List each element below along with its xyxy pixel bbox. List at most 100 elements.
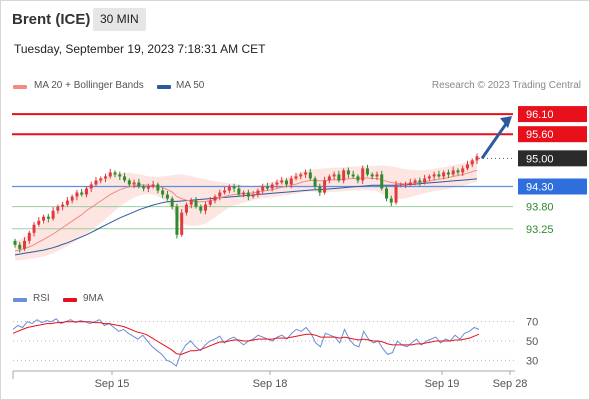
candle-body — [118, 174, 122, 177]
candle-body — [180, 212, 184, 235]
candle-body — [261, 186, 265, 191]
level-label-93.80: 93.80 — [526, 202, 554, 214]
candle-body — [108, 172, 112, 177]
candle-body — [237, 188, 241, 195]
candle-body — [75, 192, 79, 197]
timeframe-button[interactable]: 30 MIN — [93, 8, 146, 31]
candle-body — [18, 244, 22, 249]
level-value: 93.80 — [526, 202, 554, 214]
candle-body — [337, 174, 341, 181]
legend-swatch-ma20 — [13, 85, 27, 89]
candle-body — [356, 176, 360, 181]
candle-body — [37, 220, 41, 225]
legend-label-ma20: MA 20 + Bollinger Bands — [34, 80, 144, 91]
level-value: 95.60 — [526, 129, 554, 141]
candle-body — [475, 156, 479, 161]
candle-body — [227, 186, 231, 191]
candle-body — [294, 176, 298, 179]
level-badge — [518, 126, 587, 143]
candle-body — [123, 176, 127, 181]
candle-body — [184, 204, 188, 213]
candle-body — [199, 206, 203, 211]
9ma-series-line — [12, 321, 480, 356]
candle-body — [280, 180, 284, 183]
legend-label-ma50: MA 50 — [176, 80, 205, 91]
instrument-title: Brent (ICE) — [12, 11, 91, 28]
legend-label-9ma: 9MA — [83, 293, 104, 304]
candle-body — [456, 170, 460, 173]
legend-label-rsi: RSI — [33, 293, 50, 304]
candle-body — [84, 188, 88, 195]
candle-body — [323, 180, 327, 193]
candle-body — [156, 184, 160, 191]
candle-body — [451, 170, 455, 175]
candle-body — [327, 176, 331, 181]
x-axis: Sep 15 Sep 18 Sep 19 Sep 28 — [12, 370, 528, 390]
level-value: 93.25 — [526, 224, 554, 236]
ma20-line — [14, 169, 478, 252]
level-badge — [518, 106, 587, 123]
chart-timestamp: Tuesday, September 19, 2023 7:18:31 AM C… — [14, 42, 266, 56]
candle-body — [132, 182, 136, 185]
level-label-93.25: 93.25 — [526, 224, 554, 236]
rsi-tick-label: 70 — [526, 317, 538, 329]
candle-body — [46, 216, 50, 219]
x-tick-label: Sep 15 — [95, 378, 130, 390]
x-tick-label: Sep 28 — [493, 378, 528, 390]
candle-body — [308, 172, 312, 179]
candle-body — [218, 192, 222, 197]
legend-swatch-9ma — [63, 298, 77, 302]
candle-body — [27, 232, 31, 241]
level-label-95.00: 95.00 — [518, 150, 587, 167]
rsi-series-line — [12, 318, 480, 367]
candle-body — [142, 186, 146, 189]
candle-body — [370, 174, 374, 177]
candle-body — [432, 174, 436, 177]
candles — [13, 153, 479, 253]
candle-body — [65, 200, 69, 205]
candle-body — [70, 196, 74, 201]
candle-body — [232, 186, 236, 189]
level-value: 94.30 — [526, 182, 554, 194]
candle-body — [275, 182, 279, 185]
candle-body — [137, 182, 141, 187]
candle-body — [446, 172, 450, 175]
candle-body — [213, 196, 217, 201]
candle-body — [146, 186, 150, 189]
candle-body — [208, 200, 212, 205]
legend-swatch-ma50 — [157, 85, 171, 89]
candle-body — [342, 170, 346, 181]
rsi-tick-label: 30 — [526, 355, 538, 367]
candle-body — [461, 168, 465, 173]
level-badge — [518, 178, 587, 195]
candle-body — [365, 168, 369, 175]
candle-body — [304, 172, 308, 175]
candle-body — [251, 194, 255, 197]
candle-body — [113, 172, 117, 175]
candle-body — [332, 174, 336, 177]
legend-swatch-rsi — [13, 298, 27, 302]
level-value: 96.10 — [526, 109, 554, 121]
candle-body — [42, 216, 46, 221]
research-credit: Research © 2023 Trading Central — [431, 80, 581, 91]
candle-body — [380, 174, 384, 189]
bollinger-band — [15, 159, 477, 261]
level-label-96.10: 96.10 — [518, 106, 587, 123]
level-label-95.60: 95.60 — [518, 126, 587, 143]
candle-body — [465, 164, 469, 169]
candle-body — [161, 190, 165, 195]
candle-body — [361, 168, 365, 181]
candle-body — [175, 206, 179, 235]
candle-body — [194, 200, 198, 207]
candle-body — [394, 184, 398, 203]
candle-body — [313, 178, 317, 187]
rsi-tick-label: 50 — [526, 336, 538, 348]
x-tick-label: Sep 18 — [253, 378, 288, 390]
candle-body — [270, 184, 274, 189]
level-label-94.30: 94.30 — [518, 178, 587, 195]
candle-body — [289, 178, 293, 185]
candle-body — [23, 240, 27, 249]
chart-header: Brent (ICE) 30 MIN — [1, 1, 589, 37]
